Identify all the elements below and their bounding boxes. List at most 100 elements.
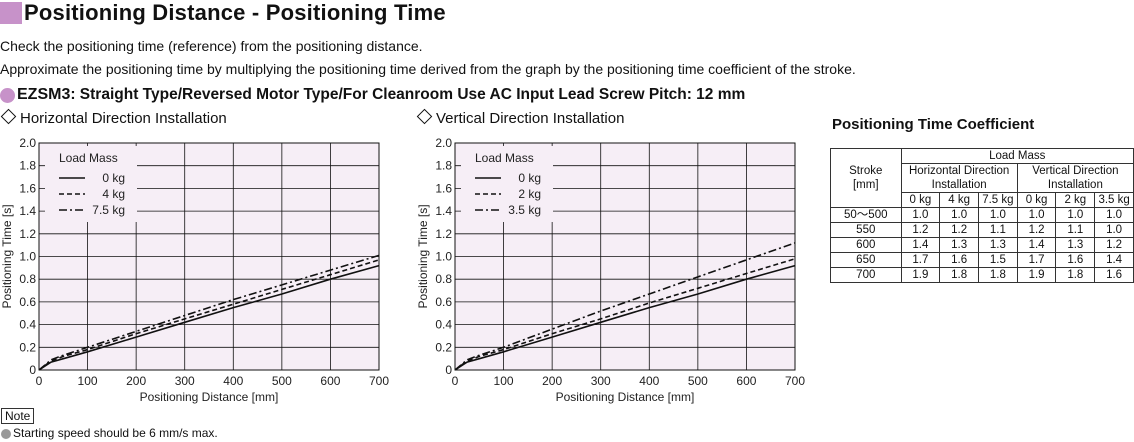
coefficient-cell: 1.6: [1055, 252, 1096, 268]
x-tick-label: 0: [36, 374, 43, 388]
coefficient-cell: 1.0: [1094, 222, 1134, 238]
horizontal-chart-title: Horizontal Direction Installation: [20, 110, 227, 127]
table-row: 600 1.4 1.3 1.3 1.4 1.3 1.2: [830, 237, 1134, 253]
diamond-icon: [0, 108, 17, 125]
coefficient-cell: 1.0: [1094, 207, 1134, 223]
x-tick-label: 100: [494, 374, 514, 388]
y-tick-label: 1.4: [19, 204, 36, 218]
coefficient-cell: 1.6: [939, 252, 979, 268]
series-line: [38, 254, 380, 371]
y-tick-label: 0.6: [19, 295, 36, 309]
y-tick-label: 0.8: [435, 272, 452, 286]
x-tick-label: 300: [591, 374, 611, 388]
plot-frame: [38, 142, 380, 371]
y-tick-label: 2.0: [19, 136, 36, 150]
x-tick-label: 700: [785, 374, 805, 388]
coefficient-cell: 1.4: [1016, 237, 1057, 253]
x-axis-label: Positioning Distance [mm]: [556, 390, 695, 404]
x-tick-label: 200: [542, 374, 562, 388]
legend-label: 7.5 kg: [92, 203, 125, 217]
mass-column-header: 4 kg: [939, 192, 979, 208]
x-tick-label: 200: [126, 374, 146, 388]
x-tick-label: 100: [78, 374, 98, 388]
mass-columns-row: 0 kg 4 kg 7.5 kg 0 kg 2 kg 3.5 kg: [831, 192, 1134, 208]
x-tick-label: 600: [320, 374, 340, 388]
x-tick-label: 0: [452, 374, 459, 388]
x-tick-label: 500: [688, 374, 708, 388]
table-row: 550 1.2 1.2 1.1 1.2 1.1 1.0: [830, 222, 1134, 238]
vertical-chart-heading: Vertical Direction Installation: [416, 108, 625, 127]
y-tick-label: 1.2: [435, 227, 452, 241]
y-tick-label: 0.2: [19, 340, 36, 354]
y-tick-label: 0.2: [435, 340, 452, 354]
coefficient-cell: 1.0: [900, 207, 941, 223]
legend-label: 2 kg: [518, 187, 541, 201]
coefficient-cell: 1.8: [939, 267, 979, 283]
legend-label: 0 kg: [102, 171, 125, 185]
model-name: EZSM3: [17, 86, 71, 103]
coefficient-cell: 1.4: [1094, 252, 1134, 268]
coefficient-cell: 1.1: [1055, 222, 1096, 238]
coefficient-title: Positioning Time Coefficient: [832, 116, 1035, 133]
x-tick-label: 300: [175, 374, 195, 388]
note-label: Note: [1, 408, 35, 424]
table-row: 700 1.9 1.8 1.8 1.9 1.8 1.6: [830, 267, 1134, 283]
y-tick-label: 1.0: [19, 250, 36, 264]
series-line: [454, 242, 796, 371]
y-tick-label: 1.2: [19, 227, 36, 241]
coefficient-cell: 1.6: [1094, 267, 1134, 283]
coefficient-cell: 1.0: [939, 207, 979, 223]
model-heading: EZSM3: Straight Type/Reversed Motor Type…: [17, 86, 745, 104]
mass-column-header: 0 kg: [1016, 192, 1057, 208]
coefficient-cell: 1.8: [978, 267, 1018, 283]
coefficient-cell: 1.7: [900, 252, 941, 268]
y-axis-label: Positioning Time [s]: [0, 204, 14, 308]
mass-column-header: 2 kg: [1055, 192, 1096, 208]
series-line: [454, 264, 796, 371]
x-tick-label: 600: [736, 374, 756, 388]
y-tick-label: 2.0: [435, 136, 452, 150]
horizontal-chart-heading: Horizontal Direction Installation: [0, 108, 227, 127]
table-row: 650 1.7 1.6 1.5 1.7 1.6 1.4: [830, 252, 1134, 268]
y-tick-label: 0.8: [19, 272, 36, 286]
circle-bullet-icon: [0, 88, 15, 103]
vertical-chart-title: Vertical Direction Installation: [436, 110, 625, 127]
model-description: : Straight Type/Reversed Motor Type/For …: [70, 86, 746, 103]
coefficient-cell: 1.2: [939, 222, 979, 238]
stroke-cell: 50～500: [830, 207, 902, 223]
legend-title: Load Mass: [59, 151, 118, 165]
coefficient-cell: 1.0: [1016, 207, 1057, 223]
x-tick-label: 400: [223, 374, 243, 388]
mass-column-header: 3.5 kg: [1094, 192, 1134, 208]
x-tick-label: 700: [369, 374, 389, 388]
y-tick-label: 0: [445, 363, 452, 377]
coefficient-cell: 1.3: [939, 237, 979, 253]
stroke-cell: 600: [830, 237, 902, 253]
coefficient-cell: 1.7: [1016, 252, 1057, 268]
horizontal-chart: 0 100 200 300 400 500 600 700 0 0.2 0.4 0.6 0.8 1.0 1.…: [0, 136, 389, 404]
series-line: [38, 264, 380, 371]
description-line-2: Approximate the positioning time by mult…: [0, 61, 856, 77]
x-tick-label: 500: [272, 374, 292, 388]
coefficient-cell: 1.2: [900, 222, 941, 238]
y-tick-label: 1.8: [19, 159, 36, 173]
table-row: 50～500 1.0 1.0 1.0 1.0 1.0 1.0: [830, 207, 1134, 223]
coefficient-cell: 1.0: [1055, 207, 1096, 223]
y-tick-label: 0.4: [435, 318, 452, 332]
diamond-icon: [416, 108, 433, 125]
vertical-header: Vertical Direction Installation: [1016, 163, 1134, 193]
horizontal-header: Horizontal Direction Installation: [900, 163, 1018, 193]
y-tick-label: 1.6: [435, 181, 452, 195]
legend-title: Load Mass: [475, 151, 534, 165]
y-tick-label: 1.8: [435, 159, 452, 173]
coefficient-cell: 1.9: [1016, 267, 1057, 283]
coefficient-cell: 1.3: [1055, 237, 1096, 253]
coefficient-cell: 1.9: [900, 267, 941, 283]
x-tick-label: 400: [639, 374, 659, 388]
vertical-chart: 0 100 200 300 400 500 600 700 0 0.2 0.4 0.6 0.8 1.0 1.…: [416, 136, 805, 404]
stroke-cell: 700: [830, 267, 902, 283]
coefficient-cell: 1.3: [978, 237, 1018, 253]
note-bullet-icon: [1, 429, 11, 439]
note-text: Starting speed should be 6 mm/s max.: [13, 426, 218, 440]
stroke-cell: 650: [830, 252, 902, 268]
